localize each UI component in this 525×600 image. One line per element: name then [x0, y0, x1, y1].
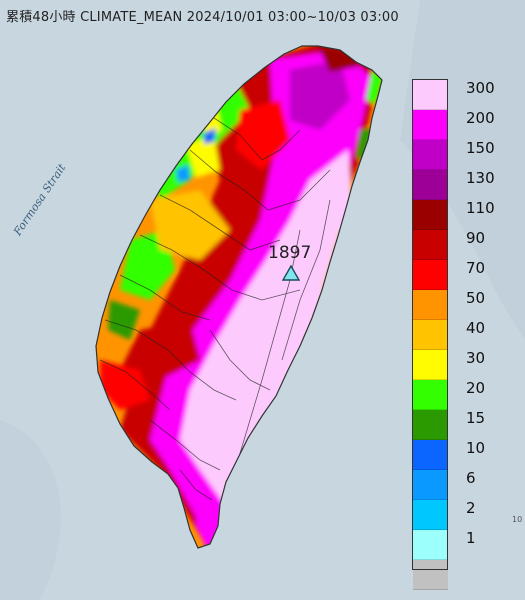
- legend-label: 1: [466, 529, 476, 547]
- legend-swatch: [413, 170, 448, 200]
- legend-label-row: 130: [466, 169, 521, 200]
- legend-swatch: [413, 410, 448, 440]
- island-outline: [95, 45, 383, 549]
- legend-label-row: 110: [466, 199, 521, 230]
- legend-label: 150: [466, 139, 495, 157]
- legend-label-row: 10: [466, 439, 521, 470]
- legend-label: 50: [466, 289, 486, 307]
- legend-swatch: [413, 320, 448, 350]
- legend-label-row: 200: [466, 109, 521, 140]
- legend-label: 130: [466, 169, 495, 187]
- legend-swatch: [413, 530, 448, 560]
- legend-label: 6: [466, 469, 476, 487]
- legend-label: 70: [466, 259, 486, 277]
- legend-label: 40: [466, 319, 486, 337]
- edge-note: 10: [512, 515, 523, 524]
- legend-label-row: 70: [466, 259, 521, 290]
- legend-swatch: [413, 470, 448, 500]
- sea-cloud-shading: [0, 420, 61, 600]
- legend-swatch: [413, 80, 448, 110]
- legend-label: 200: [466, 109, 495, 127]
- legend-label: 30: [466, 349, 486, 367]
- legend-label-row: [466, 560, 521, 590]
- legend-label-row: 15: [466, 409, 521, 440]
- legend-swatch: [413, 140, 448, 170]
- legend-swatch: [413, 440, 448, 470]
- station-label: 1897: [268, 243, 312, 263]
- legend-label: 15: [466, 409, 486, 427]
- legend-label-row: 2: [466, 499, 521, 530]
- triangle-station-icon: [282, 265, 300, 281]
- legend-swatch: [413, 350, 448, 380]
- map-title: 累積48小時 CLIMATE_MEAN 2024/10/01 03:00~10/…: [6, 10, 399, 25]
- legend-swatches: [413, 80, 448, 590]
- legend-swatch: [413, 230, 448, 260]
- legend-label-row: 150: [466, 139, 521, 170]
- legend-label: 2: [466, 499, 476, 517]
- legend-swatch: [413, 380, 448, 410]
- legend-swatch: [413, 260, 448, 290]
- legend-label-row: 1: [466, 529, 521, 560]
- legend-label-row: 20: [466, 379, 521, 410]
- legend-label: 300: [466, 79, 495, 97]
- legend-label-row: 300: [466, 79, 521, 110]
- legend-swatch: [413, 200, 448, 230]
- county-boundaries: [99, 117, 331, 501]
- legend-label-row: 6: [466, 469, 521, 500]
- legend-swatch: [413, 500, 448, 530]
- legend-label: 20: [466, 379, 486, 397]
- legend-swatch: [413, 560, 448, 590]
- legend-label-row: 90: [466, 229, 521, 260]
- legend-swatch: [413, 110, 448, 140]
- legend-label-row: 50: [466, 289, 521, 320]
- legend-label: 110: [466, 199, 495, 217]
- legend-label: 10: [466, 439, 486, 457]
- legend-label: 90: [466, 229, 486, 247]
- legend-label-row: 40: [466, 319, 521, 350]
- legend-label-row: 30: [466, 349, 521, 380]
- legend-swatch: [413, 290, 448, 320]
- legend-labels: 300 200 150 130 110 90 70 50 40 30 20 15 10 6 2 1: [466, 79, 521, 590]
